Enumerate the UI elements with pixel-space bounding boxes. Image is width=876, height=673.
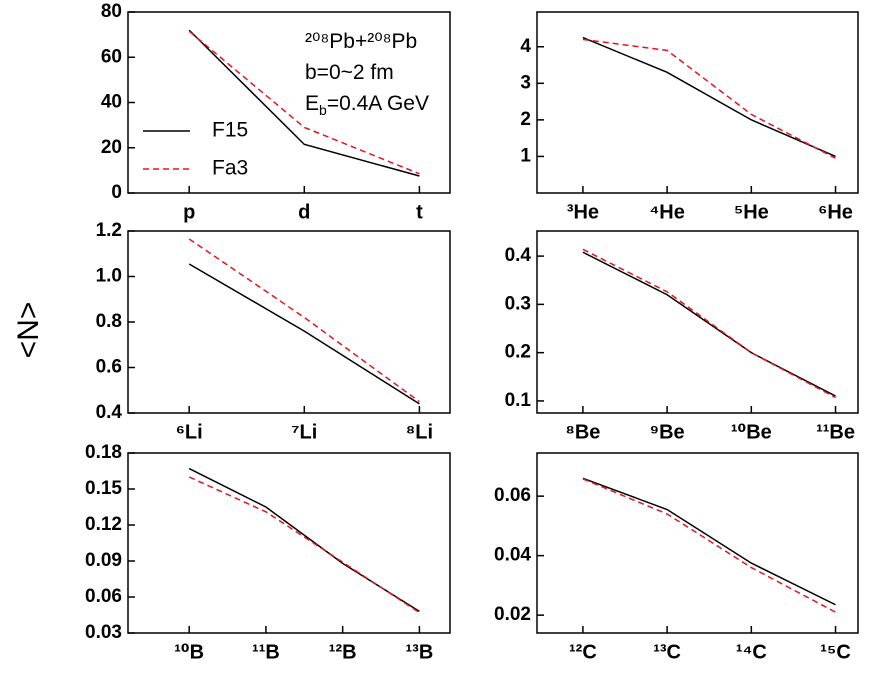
x-tick-label: d — [298, 201, 310, 223]
series-line — [582, 478, 836, 613]
x-tick-label: ⁹Be — [650, 421, 685, 443]
y-tick-label: 0.09 — [85, 550, 122, 571]
annotation-part: b — [319, 102, 327, 118]
plot-frame — [536, 452, 859, 634]
series-line — [188, 467, 420, 613]
y-tick-label: 0.8 — [96, 311, 122, 332]
y-tick-label: 2 — [520, 109, 531, 130]
x-tick-label: ¹⁰B — [174, 641, 204, 663]
x-tick-label: ¹³B — [406, 641, 434, 663]
annotation: Eb=0.4A GeV — [305, 92, 429, 118]
x-tick-label: ⁵He — [734, 201, 769, 223]
x-tick-label: ⁷Li — [291, 421, 317, 443]
y-tick-label: 0.03 — [85, 622, 122, 643]
x-tick-label: ¹⁴C — [736, 641, 767, 663]
y-tick-label: 0.15 — [85, 478, 122, 499]
series-line — [188, 476, 420, 614]
series-line — [582, 38, 836, 159]
y-axis-label: <N> — [12, 302, 45, 359]
x-tick-label: ¹²B — [329, 641, 357, 663]
x-tick-label: ¹²C — [569, 641, 597, 663]
x-tick-label: ¹¹Be — [816, 421, 855, 443]
legend-label: F15 — [212, 119, 248, 142]
x-tick-label: ¹³C — [653, 641, 681, 663]
legend-label: Fa3 — [212, 157, 248, 180]
series-line — [188, 238, 420, 403]
x-tick-label: ⁴He — [649, 201, 684, 223]
annotation: b=0~2 fm — [305, 61, 394, 84]
plot-frame — [536, 11, 859, 194]
y-tick-label: 0.06 — [494, 485, 531, 506]
plot-frame — [536, 230, 859, 414]
y-tick-label: 0.2 — [505, 342, 531, 363]
x-tick-label: ⁶Li — [176, 421, 203, 443]
x-tick-label: ¹⁵C — [820, 641, 851, 663]
x-tick-label: ¹¹B — [252, 641, 280, 663]
series-line — [188, 263, 420, 405]
y-tick-label: 60 — [101, 46, 122, 67]
y-tick-label: 1.0 — [96, 266, 122, 287]
y-tick-label: 0.06 — [85, 586, 122, 607]
y-tick-label: 0.02 — [494, 604, 531, 625]
y-tick-label: 3 — [520, 72, 531, 93]
y-tick-label: 0.12 — [85, 514, 122, 535]
series-line — [188, 30, 420, 175]
y-tick-label: 0.1 — [505, 390, 532, 411]
y-tick-label: 80 — [101, 1, 122, 22]
annotation-part: =0.4A GeV — [327, 92, 429, 115]
x-tick-label: ⁸Be — [565, 421, 600, 443]
x-tick-label: ⁸Li — [406, 421, 433, 443]
y-tick-label: 1.2 — [96, 220, 122, 241]
series-line — [582, 477, 836, 606]
x-tick-label: t — [416, 201, 423, 223]
y-tick-label: 0.4 — [96, 402, 123, 423]
y-tick-label: 0 — [111, 182, 122, 203]
y-tick-label: 0.6 — [96, 357, 122, 378]
series-line — [582, 248, 836, 399]
y-tick-label: 40 — [101, 92, 122, 113]
series-line — [582, 36, 836, 158]
x-tick-label: ⁶He — [818, 201, 853, 223]
annotation: ²⁰⁸Pb+²⁰⁸Pb — [305, 30, 417, 53]
annotation-part: b=0~2 fm — [305, 61, 394, 84]
x-tick-label: ¹⁰Be — [731, 421, 772, 443]
y-tick-label: 0.04 — [494, 545, 531, 566]
y-tick-label: 0.4 — [505, 245, 532, 266]
series-line — [582, 251, 836, 397]
y-tick-label: 4 — [520, 36, 531, 57]
y-tick-label: 0.3 — [505, 293, 531, 314]
y-tick-label: 0.18 — [85, 442, 122, 463]
plot-frame — [127, 452, 451, 634]
annotation-part: ²⁰⁸Pb+²⁰⁸Pb — [305, 30, 417, 53]
x-tick-label: p — [183, 201, 195, 223]
x-tick-label: ³He — [567, 201, 599, 223]
annotation-part: E — [305, 92, 319, 115]
y-tick-label: 20 — [101, 137, 122, 158]
y-tick-label: 1 — [520, 145, 531, 166]
series-line — [188, 29, 420, 177]
